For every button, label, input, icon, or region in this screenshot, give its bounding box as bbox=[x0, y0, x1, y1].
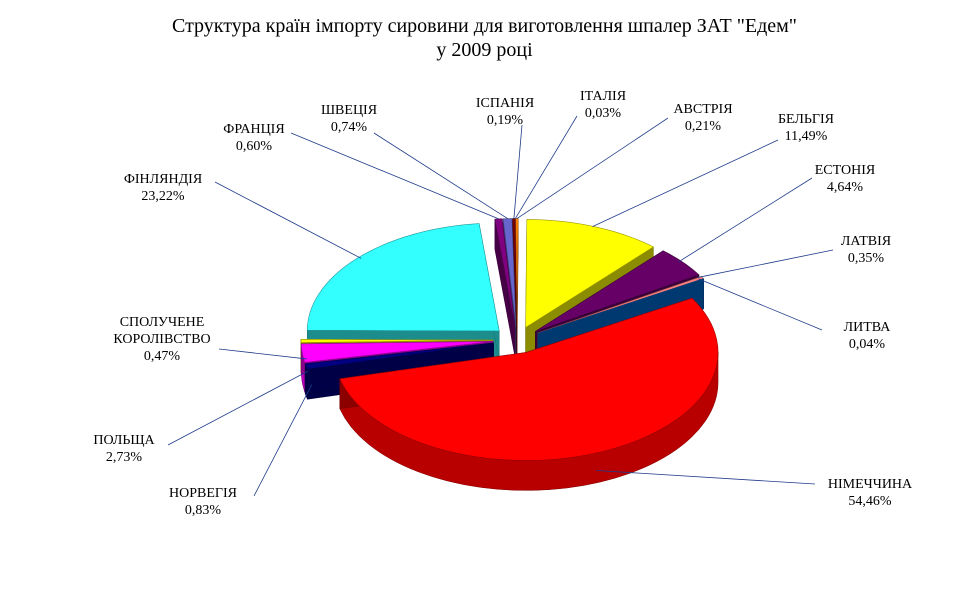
slice-label-іспанія: ІСПАНІЯ 0,19% bbox=[476, 96, 534, 128]
slice-фінляндія bbox=[306, 223, 500, 332]
slice-сполучене-королівство bbox=[300, 339, 494, 343]
slice-label-норвегія: НОРВЕГІЯ 0,83% bbox=[169, 486, 237, 518]
slice-польща bbox=[300, 341, 494, 363]
leader-line-франція bbox=[290, 132, 500, 220]
slice-value-франція: 0,60% bbox=[236, 139, 273, 154]
slice-value-фінляндія: 23,22% bbox=[141, 189, 185, 204]
leader-line-іспанія bbox=[513, 124, 523, 219]
slice-label-польща: ПОЛЬЩА 2,73% bbox=[93, 433, 155, 465]
leader-line-сполучене-королівство bbox=[218, 348, 307, 360]
slice-value-естонія: 4,64% bbox=[827, 180, 864, 195]
slice-label-бельгія: БЕЛЬГІЯ 11,49% bbox=[778, 112, 834, 144]
slice-естонія bbox=[535, 250, 700, 332]
slice-label-сполучене-королівство: СПОЛУЧЕНЕ КОРОЛІВСТВО 0,47% bbox=[113, 315, 210, 364]
chart-title-year: у 2009 році bbox=[436, 39, 533, 61]
leader-line-фінляндія bbox=[214, 181, 362, 259]
leader-line-австрія bbox=[516, 117, 669, 219]
slice-value-польща: 2,73% bbox=[106, 450, 143, 465]
leader-line-швеція bbox=[373, 132, 508, 220]
leader-line-норвегія bbox=[253, 384, 313, 497]
slice-value-італія: 0,03% bbox=[585, 106, 622, 121]
chart-title: Структура країн імпорту сировини для виг… bbox=[172, 15, 797, 37]
slice-німеччина bbox=[339, 297, 719, 461]
slice-value-бельгія: 11,49% bbox=[785, 129, 828, 144]
leader-line-польща bbox=[167, 370, 309, 446]
slice-норвегія bbox=[304, 342, 494, 370]
slice-label-франція: ФРАНЦІЯ 0,60% bbox=[223, 122, 284, 154]
slice-label-естонія: ЕСТОНІЯ 4,64% bbox=[815, 163, 875, 195]
slice-литва bbox=[537, 278, 705, 334]
slice-label-фінляндія: ФІНЛЯНДІЯ 23,22% bbox=[124, 172, 202, 204]
slice-іспанія bbox=[512, 218, 517, 327]
slice-label-австрія: АВСТРІЯ 0,21% bbox=[673, 102, 732, 134]
slice-label-німеччина: НІМЕЧЧИНА 54,46% bbox=[828, 477, 913, 509]
slice-value-іспанія: 0,19% bbox=[487, 113, 524, 128]
slice-label-швеція: ШВЕЦІЯ 0,74% bbox=[321, 103, 377, 135]
leader-line-італія bbox=[515, 115, 578, 219]
slice-value-швеція: 0,74% bbox=[331, 120, 368, 135]
slice-value-норвегія: 0,83% bbox=[185, 503, 222, 518]
leader-line-бельгія bbox=[592, 139, 779, 228]
leader-line-німеччина bbox=[596, 470, 816, 485]
leader-line-литва bbox=[698, 278, 823, 331]
slice-бельгія bbox=[525, 219, 655, 329]
slice-value-австрія: 0,21% bbox=[685, 119, 722, 134]
slice-label-литва: ЛИТВА 0,04% bbox=[844, 320, 892, 352]
slice-label-латвія: ЛАТВІЯ 0,35% bbox=[841, 234, 891, 266]
leader-line-естонія bbox=[678, 177, 813, 263]
slice-value-латвія: 0,35% bbox=[848, 251, 885, 266]
slice-value-німеччина: 54,46% bbox=[848, 494, 892, 509]
slice-label-італія: ІТАЛІЯ 0,03% bbox=[580, 89, 626, 121]
slice-value-литва: 0,04% bbox=[849, 337, 886, 352]
slice-value-сполучене-королівство: 0,47% bbox=[144, 349, 181, 364]
leader-line-латвія bbox=[697, 249, 834, 278]
